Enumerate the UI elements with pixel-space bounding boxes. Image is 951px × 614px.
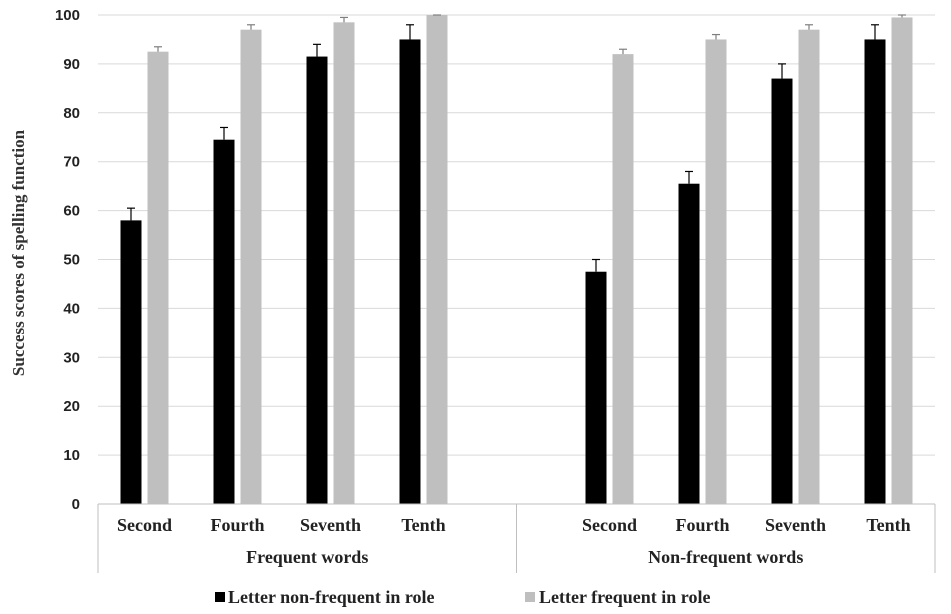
y-tick-label: 100 (55, 7, 80, 24)
bar (891, 17, 913, 504)
y-tick-label: 90 (63, 56, 80, 73)
legend-label: Letter non-frequent in role (228, 587, 434, 607)
bar (399, 39, 421, 504)
category-label: Tenth (401, 515, 445, 535)
bar (333, 22, 355, 505)
category-label: Second (117, 515, 172, 535)
category-label: Seventh (765, 515, 826, 535)
bar (240, 29, 262, 504)
y-tick-label: 20 (63, 398, 80, 415)
bar (798, 29, 820, 504)
y-tick-label: 40 (63, 300, 80, 317)
gridlines (98, 14, 935, 456)
category-label: Seventh (300, 515, 361, 535)
category-label: Second (582, 515, 637, 535)
y-tick-label: 30 (63, 349, 80, 366)
y-axis-ticks: 0 10 20 30 40 50 60 70 80 90 100 (55, 7, 80, 513)
group-label: Non-frequent words (648, 547, 803, 567)
bar (864, 39, 886, 504)
legend-label: Letter frequent in role (539, 587, 710, 607)
x-axis: Second Fourth Seventh Tenth Frequent words Se… (97, 503, 936, 573)
group-label: Frequent words (246, 547, 368, 567)
y-tick-label: 0 (72, 496, 80, 513)
y-tick-label: 10 (63, 447, 80, 464)
category-label: Fourth (211, 515, 265, 535)
bar (585, 271, 607, 504)
y-tick-label: 70 (63, 154, 80, 171)
category-label: Fourth (676, 515, 730, 535)
legend-swatch (215, 592, 225, 602)
legend-swatch (525, 592, 535, 602)
bar (213, 139, 235, 504)
bars (120, 14, 913, 505)
category-label: Tenth (866, 515, 910, 535)
y-tick-label: 50 (63, 252, 80, 269)
y-tick-label: 60 (63, 203, 80, 220)
bar (612, 54, 634, 505)
bar (147, 51, 169, 505)
bar (120, 220, 142, 504)
bar (306, 56, 328, 504)
y-tick-label: 80 (63, 105, 80, 122)
bar (678, 183, 700, 504)
bar (426, 15, 448, 504)
y-axis-label: Success scores of spelling function (9, 129, 28, 376)
bar (705, 39, 727, 504)
legend: Letter non-frequent in role Letter freque… (215, 587, 710, 607)
bar (771, 78, 793, 504)
